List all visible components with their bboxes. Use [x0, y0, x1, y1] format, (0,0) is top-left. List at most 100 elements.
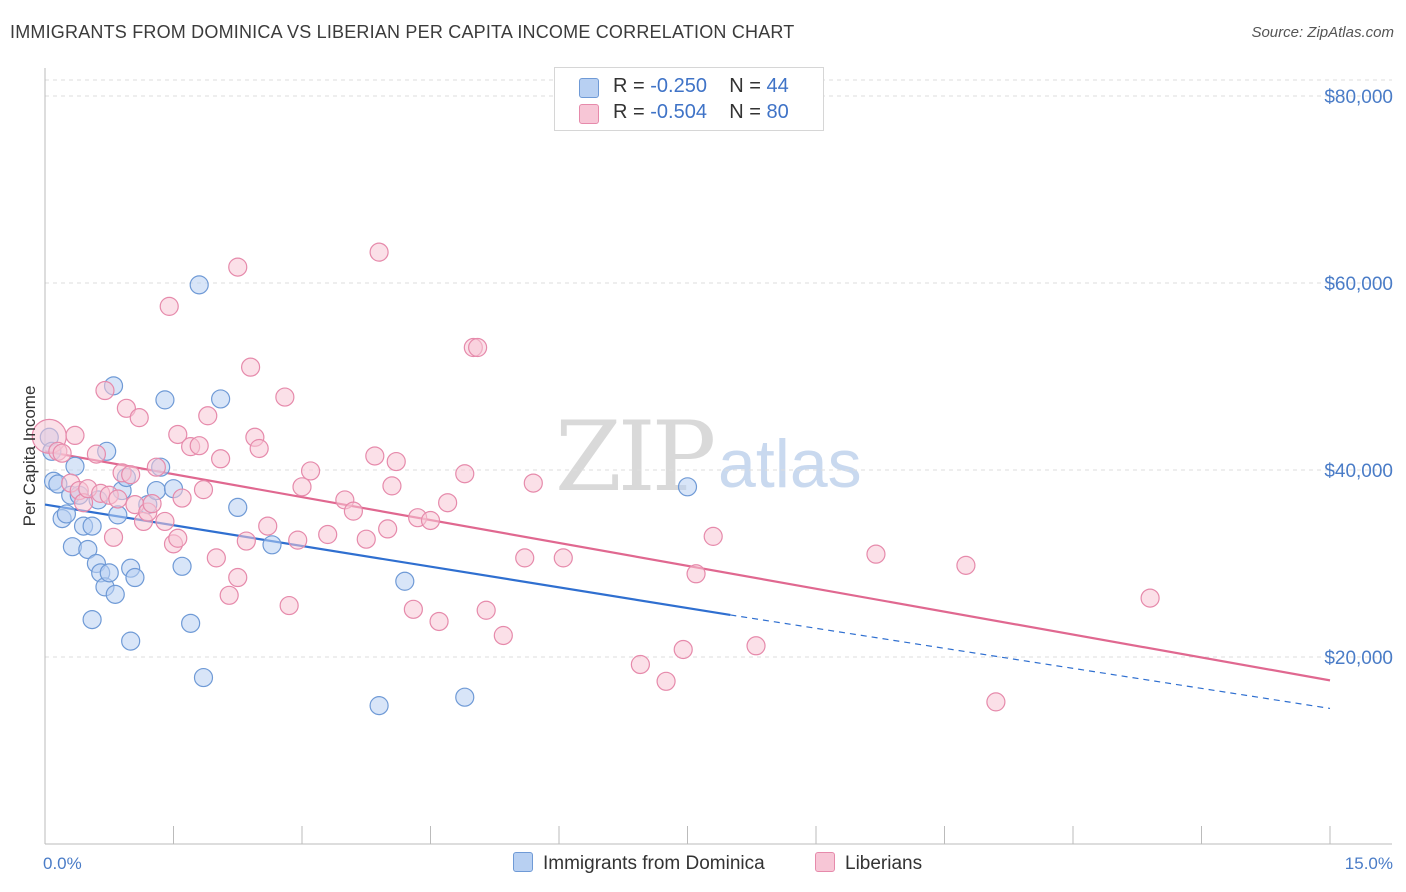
point-dominica — [125, 567, 145, 588]
point-liberians — [172, 488, 192, 508]
point-liberians — [318, 524, 338, 545]
point-dominica — [677, 477, 698, 497]
point-liberians — [258, 516, 278, 536]
point-liberians — [403, 599, 423, 619]
point-dominica — [82, 609, 102, 630]
point-liberians — [420, 510, 441, 531]
y-tick-label: $60,000 — [1324, 274, 1393, 295]
legend-swatch-blue — [579, 78, 599, 98]
legend-n-value: 80 — [766, 101, 789, 123]
point-liberians — [288, 530, 308, 550]
point-liberians — [686, 564, 706, 584]
trend-line-liberians — [44, 450, 1331, 682]
point-liberians — [279, 595, 299, 616]
point-liberians — [211, 449, 231, 469]
point-liberians — [356, 529, 376, 549]
point-liberians — [159, 296, 179, 316]
point-liberians — [249, 438, 269, 459]
point-liberians — [703, 526, 723, 546]
point-liberians — [198, 406, 218, 426]
bottom-legend-dominica: Immigrants from Dominica — [513, 852, 765, 875]
point-liberians — [365, 446, 385, 466]
legend-n-value: 44 — [766, 75, 789, 97]
point-liberians — [65, 425, 85, 446]
point-liberians — [866, 544, 886, 564]
watermark-zip: ZIP — [555, 401, 714, 513]
point-liberians — [476, 600, 496, 620]
point-liberians — [468, 337, 488, 358]
point-liberians — [228, 257, 248, 277]
legend-r-value: -0.250 — [650, 75, 707, 97]
point-liberians — [103, 527, 124, 547]
point-liberians — [746, 636, 766, 656]
bottom-legend-swatch-blue — [513, 852, 533, 872]
source-label: Source: ZipAtlas.com — [1251, 24, 1394, 41]
x-tick-label-min: 0.0% — [43, 854, 82, 873]
y-axis-label: Per Capita Income — [20, 386, 39, 527]
point-liberians — [553, 548, 573, 568]
point-liberians — [236, 531, 256, 551]
bottom-legend-label-liberians: Liberians — [845, 853, 923, 874]
legend-text-liberians: R = -0.504 N = 80 — [613, 101, 789, 124]
point-liberians — [673, 639, 693, 660]
point-liberians — [382, 476, 402, 496]
point-liberians — [1140, 588, 1160, 608]
point-liberians — [656, 671, 676, 691]
correlation-legend: R = -0.250 N = 44 R = -0.504 N = 80 — [554, 67, 824, 131]
y-tick-label: $80,000 — [1324, 87, 1393, 108]
point-liberians — [429, 611, 449, 632]
legend-text-dominica: R = -0.250 N = 44 — [613, 75, 789, 98]
point-liberians — [86, 444, 107, 464]
watermark-atlas: atlas — [718, 426, 862, 502]
point-liberians — [121, 465, 141, 485]
point-liberians — [292, 477, 312, 497]
data-points — [31, 242, 1160, 716]
bottom-legend-swatch-pink — [815, 852, 835, 872]
legend-r-label: R = — [613, 75, 651, 97]
point-dominica — [455, 687, 475, 707]
point-liberians — [515, 548, 535, 568]
axis-labels: $20,000 $40,000 $60,000 $80,000 0.0% 15.0% Per… — [20, 87, 1393, 873]
point-liberians — [369, 242, 389, 262]
point-dominica — [56, 504, 77, 524]
point-dominica — [78, 539, 98, 560]
point-liberians — [116, 398, 136, 418]
point-liberians — [378, 519, 398, 539]
point-liberians — [455, 464, 475, 484]
point-liberians — [193, 480, 214, 500]
point-liberians — [986, 692, 1006, 712]
point-liberians — [95, 380, 115, 401]
point-dominica — [395, 571, 415, 591]
point-dominica — [189, 275, 209, 295]
point-dominica — [262, 535, 282, 555]
point-dominica — [155, 390, 175, 410]
point-liberians — [142, 494, 162, 514]
point-liberians — [438, 493, 458, 513]
point-dominica — [193, 667, 214, 688]
point-liberians — [493, 625, 513, 646]
y-tick-label: $20,000 — [1324, 648, 1393, 669]
point-liberians — [956, 555, 976, 575]
point-dominica — [82, 516, 102, 536]
point-liberians — [386, 451, 406, 472]
point-liberians — [275, 387, 295, 407]
point-liberians — [168, 424, 188, 445]
point-dominica — [105, 584, 125, 604]
legend-r-value: -0.504 — [650, 101, 707, 123]
point-dominica — [228, 497, 248, 517]
point-liberians — [241, 357, 261, 377]
point-liberians — [155, 511, 175, 532]
point-liberians — [52, 443, 72, 463]
point-liberians — [108, 489, 128, 509]
legend-n-label: N = — [729, 75, 767, 97]
trend-line-dominica-extrapolated — [730, 614, 1331, 710]
legend-n-label: N = — [729, 101, 767, 123]
legend-r-label: R = — [613, 101, 651, 123]
point-liberians — [228, 567, 248, 588]
point-liberians — [219, 585, 239, 605]
chart-title: IMMIGRANTS FROM DOMINICA VS LIBERIAN PER… — [10, 22, 795, 42]
y-tick-label: $40,000 — [1324, 461, 1393, 482]
legend-swatch-pink — [579, 104, 599, 124]
point-liberians — [168, 528, 188, 548]
bottom-legend-label-dominica: Immigrants from Dominica — [543, 853, 765, 874]
